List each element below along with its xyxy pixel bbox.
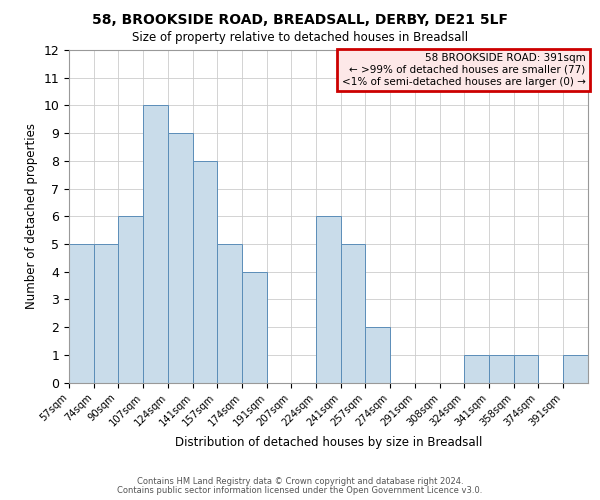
Bar [489,355,514,382]
Bar [341,244,365,382]
Bar [168,133,193,382]
Bar [464,355,489,382]
Bar [69,244,94,382]
Bar [242,272,267,382]
X-axis label: Distribution of detached houses by size in Breadsall: Distribution of detached houses by size … [175,436,482,449]
Text: 58 BROOKSIDE ROAD: 391sqm
← >99% of detached houses are smaller (77)
<1% of semi: 58 BROOKSIDE ROAD: 391sqm ← >99% of deta… [341,54,586,86]
Text: Size of property relative to detached houses in Breadsall: Size of property relative to detached ho… [132,31,468,44]
Bar [143,106,168,382]
Bar [365,327,390,382]
Bar [118,216,143,382]
Bar [94,244,118,382]
Bar [563,355,588,382]
Bar [514,355,538,382]
Y-axis label: Number of detached properties: Number of detached properties [25,123,38,309]
Bar [217,244,242,382]
Text: 58, BROOKSIDE ROAD, BREADSALL, DERBY, DE21 5LF: 58, BROOKSIDE ROAD, BREADSALL, DERBY, DE… [92,12,508,26]
Bar [316,216,341,382]
Bar [193,161,217,382]
Text: Contains public sector information licensed under the Open Government Licence v3: Contains public sector information licen… [118,486,482,495]
Text: Contains HM Land Registry data © Crown copyright and database right 2024.: Contains HM Land Registry data © Crown c… [137,477,463,486]
